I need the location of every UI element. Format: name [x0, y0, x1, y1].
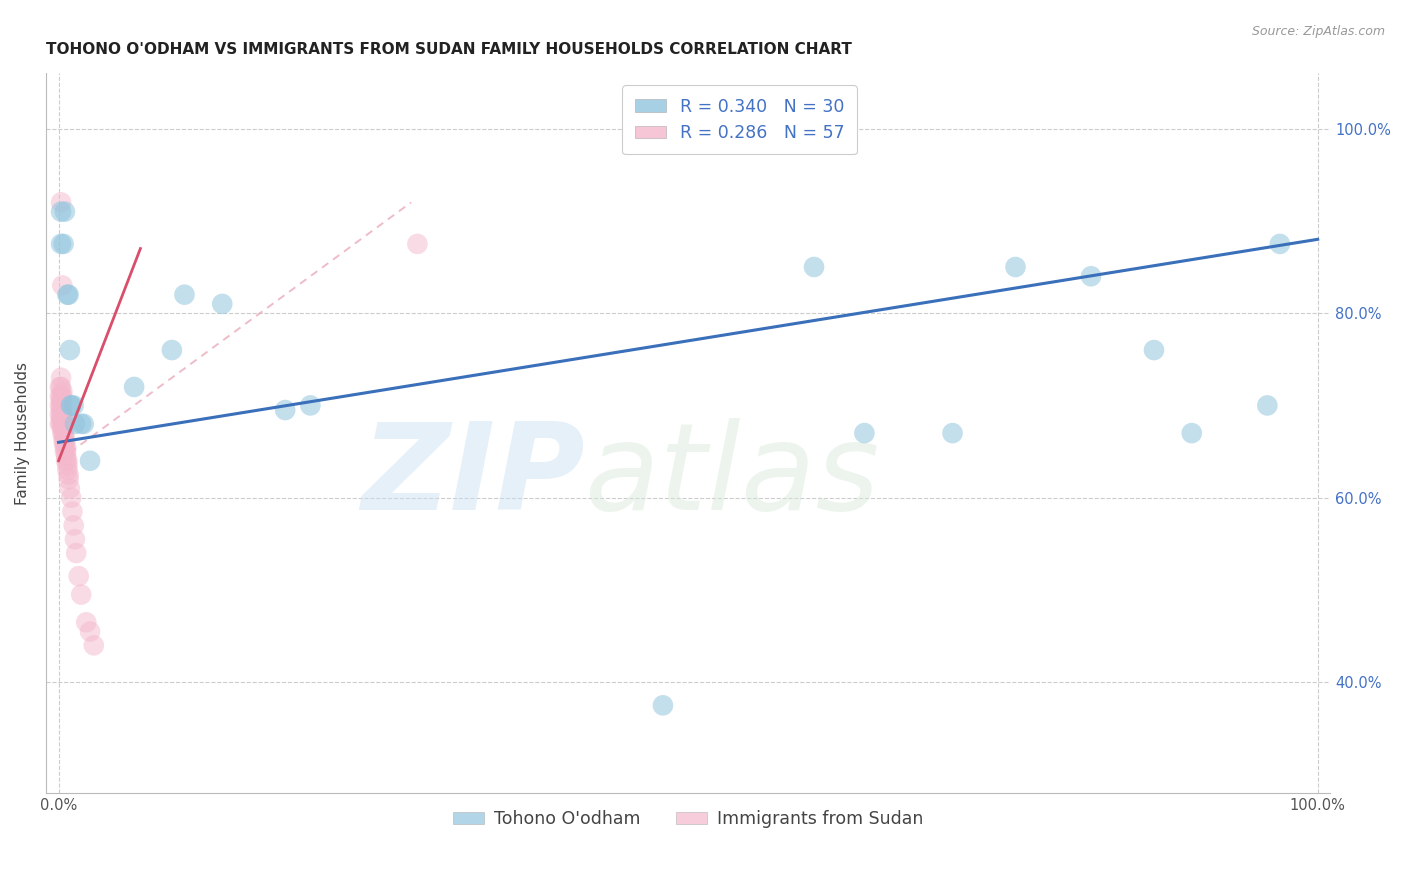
Point: [63, 417, 86, 431]
Point: [67, 569, 90, 583]
Point: [49, 417, 72, 431]
Point: [59, 482, 82, 496]
Point: [52, 412, 75, 426]
Point: [49, 380, 72, 394]
Point: [49, 408, 72, 422]
Point: [62, 518, 84, 533]
Point: [53, 444, 76, 458]
Point: [60, 399, 83, 413]
Point: [49, 389, 72, 403]
Point: [52, 236, 75, 251]
Point: [51, 278, 73, 293]
Point: [52, 426, 75, 441]
Point: [51, 403, 73, 417]
Point: [63, 533, 86, 547]
Point: [70, 417, 93, 431]
Point: [51, 393, 73, 408]
Point: [53, 431, 76, 445]
Point: [56, 463, 79, 477]
Text: Source: ZipAtlas.com: Source: ZipAtlas.com: [1251, 25, 1385, 38]
Point: [58, 472, 80, 486]
Point: [75, 615, 97, 630]
Point: [53, 204, 76, 219]
Point: [55, 449, 77, 463]
Point: [49, 412, 72, 426]
Point: [56, 454, 79, 468]
Point: [55, 440, 77, 454]
Point: [49, 408, 72, 422]
Point: [53, 440, 76, 454]
Point: [83, 638, 105, 652]
Point: [51, 384, 73, 399]
Point: [49, 389, 72, 403]
Point: [49, 417, 72, 431]
Point: [51, 408, 73, 422]
Point: [51, 417, 73, 431]
Point: [51, 426, 73, 441]
Point: [52, 431, 75, 445]
Point: [60, 399, 83, 413]
Point: [62, 504, 84, 518]
Legend: Tohono O'odham, Immigrants from Sudan: Tohono O'odham, Immigrants from Sudan: [446, 803, 931, 835]
Point: [56, 458, 79, 473]
Point: [52, 417, 75, 431]
Point: [62, 399, 84, 413]
Point: [51, 412, 73, 426]
Y-axis label: Family Households: Family Households: [15, 361, 30, 505]
Point: [49, 236, 72, 251]
Point: [173, 287, 195, 301]
Point: [49, 399, 72, 413]
Point: [60, 491, 83, 505]
Point: [1004, 260, 1026, 274]
Point: [65, 546, 87, 560]
Point: [70, 588, 93, 602]
Point: [53, 435, 76, 450]
Point: [49, 204, 72, 219]
Point: [1080, 269, 1102, 284]
Point: [299, 399, 322, 413]
Text: atlas: atlas: [585, 417, 880, 535]
Text: TOHONO O'ODHAM VS IMMIGRANTS FROM SUDAN FAMILY HOUSEHOLDS CORRELATION CHART: TOHONO O'ODHAM VS IMMIGRANTS FROM SUDAN …: [46, 42, 852, 57]
Point: [59, 343, 82, 357]
Point: [49, 399, 72, 413]
Point: [58, 467, 80, 482]
Point: [1181, 426, 1204, 441]
Point: [79, 454, 101, 468]
Point: [49, 380, 72, 394]
Point: [49, 403, 72, 417]
Point: [52, 435, 75, 450]
Point: [55, 454, 77, 468]
Point: [941, 426, 963, 441]
Point: [49, 370, 72, 384]
Point: [49, 393, 72, 408]
Point: [51, 399, 73, 413]
Point: [274, 403, 297, 417]
Point: [803, 260, 825, 274]
Point: [1256, 399, 1278, 413]
Point: [56, 287, 79, 301]
Point: [122, 380, 145, 394]
Point: [652, 698, 675, 713]
Point: [51, 389, 73, 403]
Point: [52, 421, 75, 435]
Point: [73, 417, 96, 431]
Point: [853, 426, 876, 441]
Point: [55, 444, 77, 458]
Point: [49, 195, 72, 210]
Point: [406, 236, 429, 251]
Point: [211, 297, 233, 311]
Point: [51, 421, 73, 435]
Point: [1268, 236, 1291, 251]
Point: [160, 343, 183, 357]
Point: [58, 287, 80, 301]
Text: ZIP: ZIP: [361, 417, 585, 535]
Point: [1143, 343, 1166, 357]
Point: [79, 624, 101, 639]
